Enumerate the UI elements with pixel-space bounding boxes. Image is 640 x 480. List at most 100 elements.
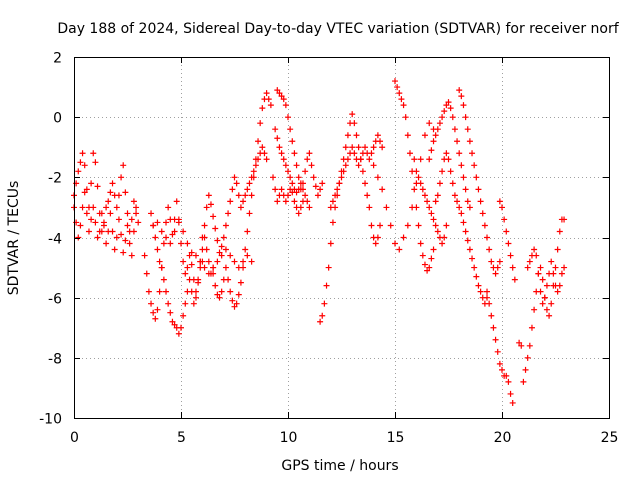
data-point: [556, 228, 563, 235]
data-point: [98, 210, 105, 217]
data-point: [163, 288, 170, 295]
data-point: [244, 228, 251, 235]
data-point: [150, 222, 157, 229]
data-point: [499, 366, 505, 373]
data-point: [456, 150, 463, 157]
data-point: [541, 294, 548, 301]
data-point: [302, 168, 309, 175]
data-point: [342, 144, 349, 151]
data-point: [368, 150, 375, 157]
data-point: [90, 204, 97, 211]
data-point: [537, 264, 544, 271]
data-point: [158, 228, 165, 235]
data-point: [526, 342, 533, 349]
data-point: [329, 198, 336, 205]
data-point: [406, 150, 413, 157]
data-point: [79, 150, 86, 157]
data-point: [244, 252, 251, 259]
data-point: [451, 192, 458, 199]
data-point: [233, 300, 240, 307]
data-point: [263, 90, 270, 97]
data-point: [130, 228, 137, 235]
data-point: [460, 174, 467, 181]
y-axis-label: SDTVAR / TECUs: [6, 181, 22, 296]
x-tick-label: 25: [601, 430, 619, 446]
x-axis-label: GPS time / hours: [281, 458, 398, 474]
data-point: [77, 159, 84, 166]
data-point: [295, 174, 302, 181]
data-point: [522, 366, 529, 373]
data-point: [274, 135, 281, 142]
data-point: [336, 180, 343, 187]
data-point: [443, 102, 450, 109]
data-point: [218, 288, 225, 295]
data-point: [528, 324, 535, 331]
data-point: [287, 174, 294, 181]
data-point: [118, 174, 125, 181]
data-point: [83, 186, 90, 193]
data-point: [156, 258, 163, 265]
data-point: [355, 162, 362, 169]
data-point: [379, 144, 386, 151]
data-point: [218, 243, 225, 250]
data-point: [167, 240, 174, 247]
data-point: [507, 390, 514, 397]
data-point: [362, 144, 369, 151]
data-point: [329, 219, 336, 226]
data-point: [285, 192, 291, 199]
data-point: [227, 198, 234, 205]
x-tick-label: 15: [387, 430, 405, 446]
data-point: [227, 252, 234, 259]
data-point: [287, 126, 294, 133]
data-point: [436, 120, 443, 127]
data-point: [462, 114, 469, 121]
data-point: [392, 78, 398, 85]
data-point: [302, 192, 309, 199]
data-point: [308, 162, 315, 169]
data-point: [458, 93, 465, 100]
data-point: [332, 192, 339, 199]
data-point: [77, 222, 84, 229]
data-point: [225, 276, 232, 283]
data-point: [291, 198, 298, 205]
data-point: [79, 204, 86, 211]
data-point: [90, 150, 97, 157]
data-point: [115, 216, 122, 223]
data-point: [272, 186, 279, 193]
data-point: [180, 228, 187, 235]
data-point: [282, 198, 289, 205]
data-point: [210, 270, 217, 277]
data-point: [426, 120, 433, 127]
data-point: [218, 252, 225, 259]
data-point: [278, 186, 285, 193]
data-point: [464, 126, 471, 133]
data-point: [370, 162, 377, 169]
chart-title: Day 188 of 2024, Sidereal Day-to-day VTE…: [57, 21, 619, 37]
data-point: [83, 210, 90, 217]
data-point: [120, 249, 127, 256]
data-point: [325, 264, 332, 271]
data-point: [304, 156, 311, 163]
data-point: [432, 222, 439, 229]
data-point: [451, 126, 458, 133]
data-point: [488, 258, 495, 265]
data-point: [460, 102, 467, 109]
data-point: [259, 105, 266, 112]
data-point: [237, 279, 244, 286]
data-point: [447, 168, 454, 175]
data-point: [366, 204, 373, 211]
data-point: [205, 192, 212, 199]
data-point: [417, 180, 424, 187]
data-point: [432, 132, 439, 139]
data-point: [128, 252, 135, 259]
data-point: [220, 234, 227, 241]
data-point: [400, 234, 407, 241]
data-point: [85, 228, 92, 235]
data-point: [351, 150, 358, 157]
data-point: [473, 273, 480, 280]
data-point: [430, 216, 437, 223]
data-point: [285, 168, 291, 175]
data-point: [520, 378, 527, 385]
data-point: [263, 156, 270, 163]
data-point: [128, 216, 135, 223]
